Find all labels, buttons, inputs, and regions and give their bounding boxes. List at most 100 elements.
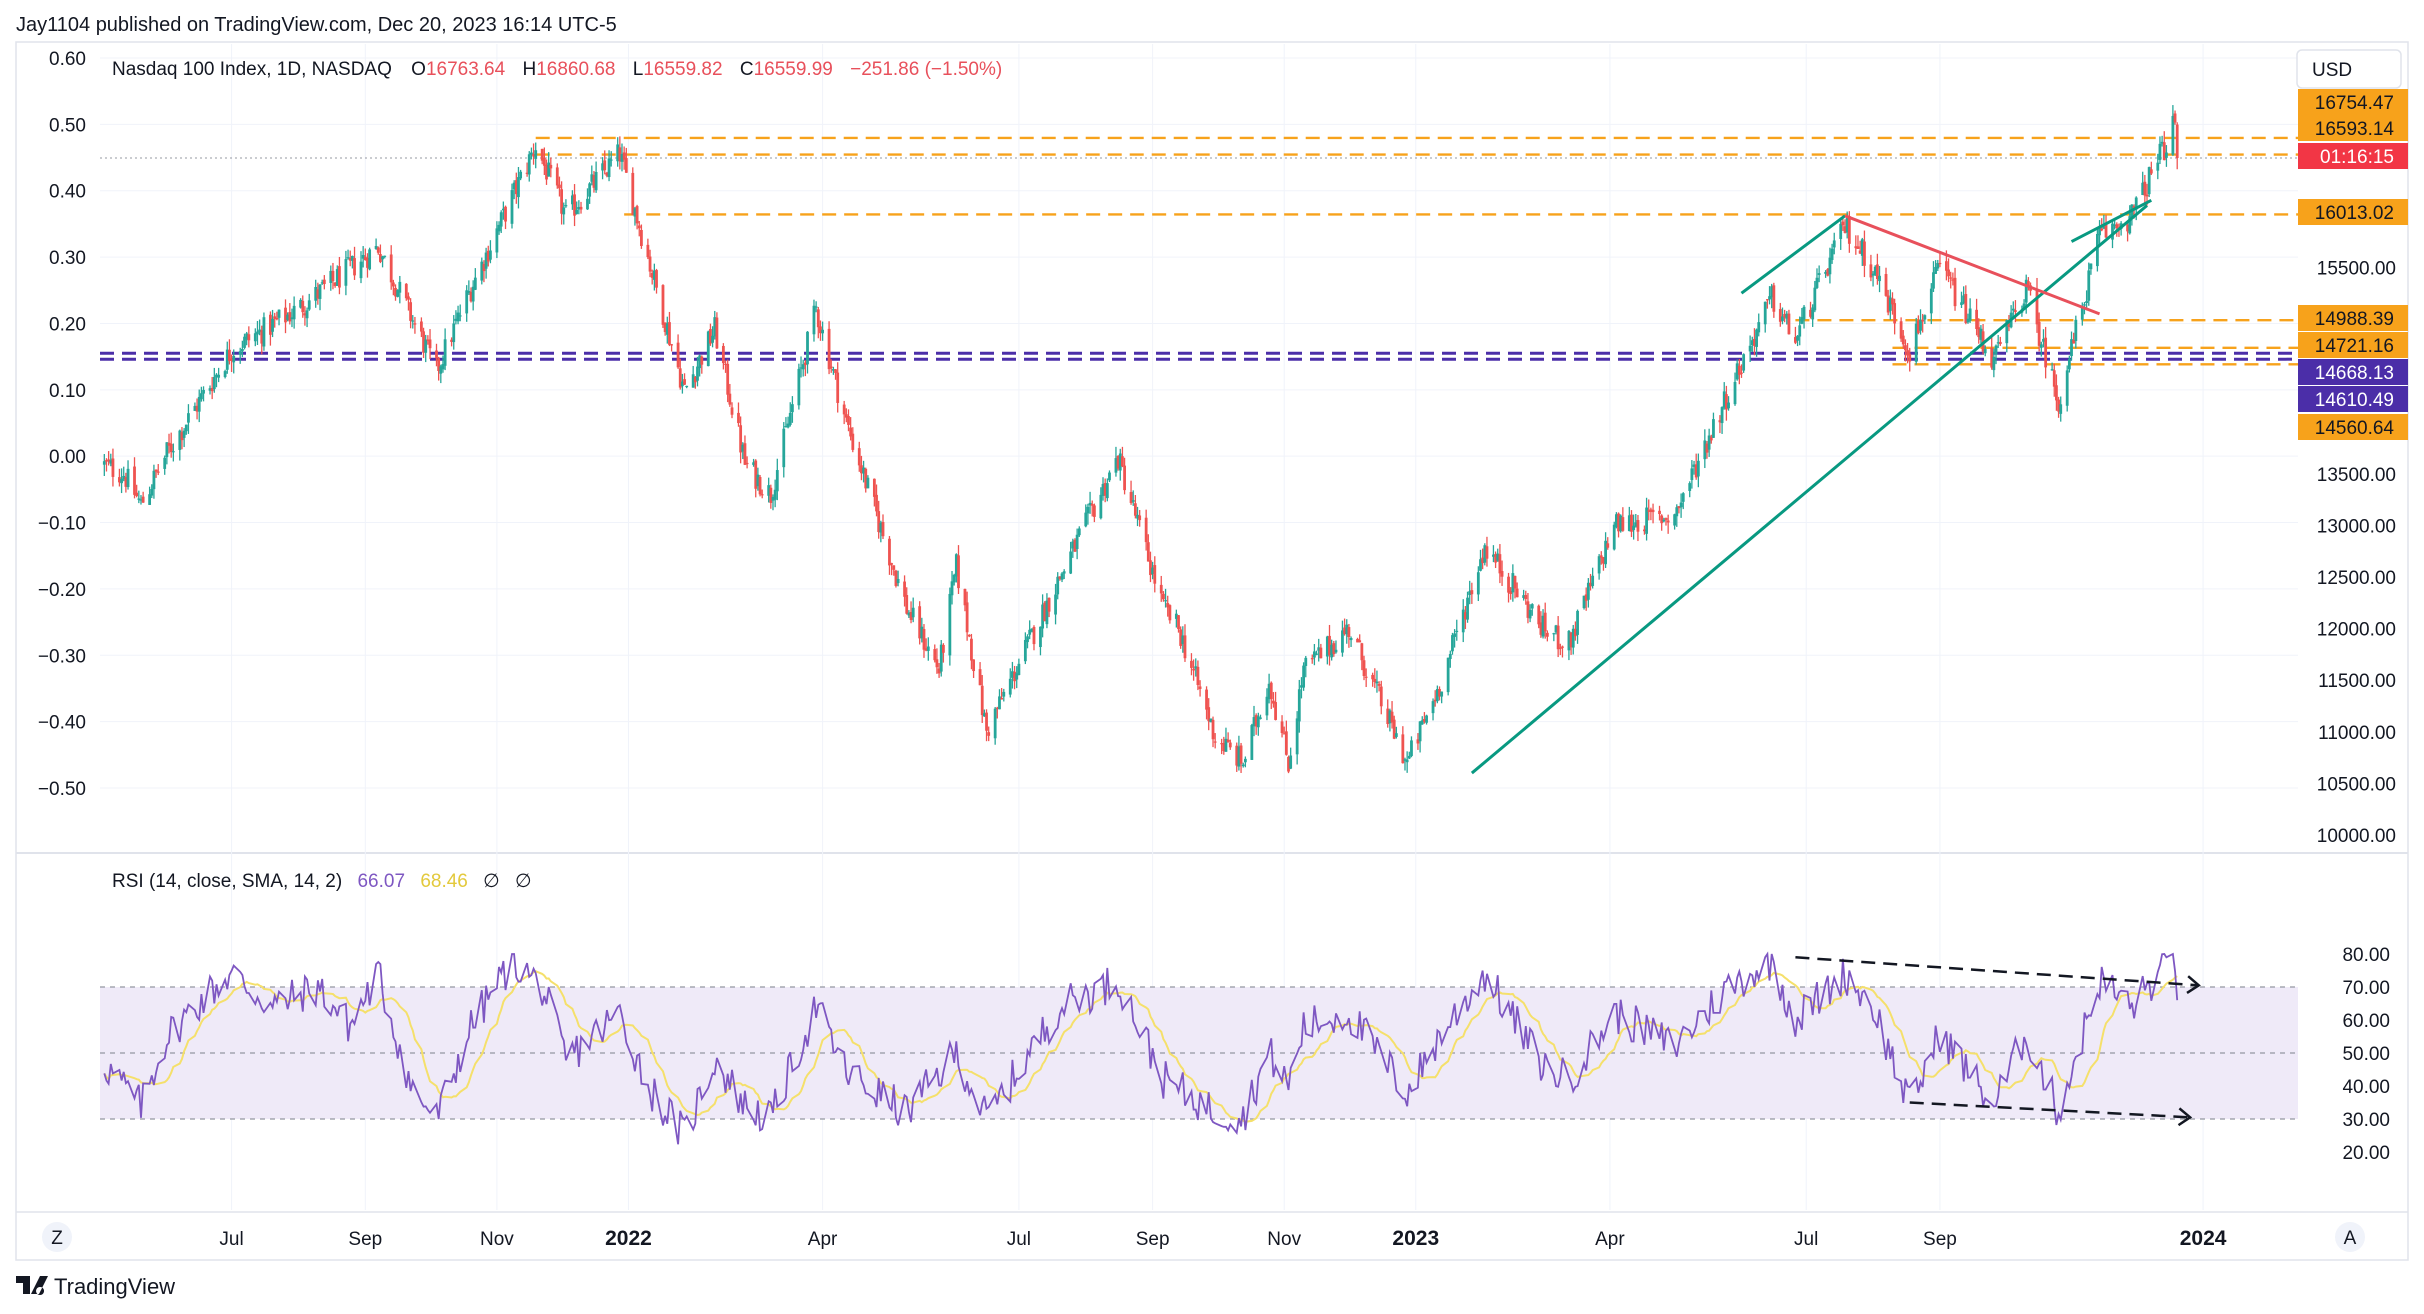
candle-body [301,300,305,313]
candle-body [594,171,598,191]
candle-body [228,349,231,361]
candle-body [1498,554,1502,574]
candle-body [178,430,182,450]
candle-body [652,270,656,280]
candle-body [1235,745,1239,766]
candle-body [1015,673,1019,680]
candle-body [1358,640,1362,643]
candle-body [905,595,909,614]
candle-body [1073,539,1077,552]
candle-body [1824,271,1828,274]
candle-body [1591,575,1595,586]
left-axis: 0.60 0.50 0.40 0.30 0.20 0.10 0.00 −0.10 −0.20 −0… [38,49,86,800]
candle-body [1707,435,1711,450]
rsi-tick-label: 50.00 [2342,1044,2390,1065]
candle-body [269,314,272,335]
candle-body [232,356,236,363]
candle-body [542,157,546,166]
candle-body [1133,503,1137,516]
candle-body [937,668,941,674]
candle-body [465,290,469,314]
candle-body [1541,615,1545,637]
left-tick-label: −0.30 [38,646,86,667]
candle-body [225,349,229,370]
candle-body [624,158,628,173]
candle-body [1964,293,1968,323]
candle-body [1841,221,1845,226]
candle-body [1220,743,1224,745]
candle-body [1345,624,1349,635]
auto-scale-button[interactable]: A [2335,1222,2365,1252]
candle-body [1030,628,1034,632]
candle-body [1190,660,1193,668]
candle-body [1891,298,1894,305]
candle-body [726,363,730,395]
candle-body [1028,629,1032,635]
candle-body [1632,525,1636,531]
candle-body [139,499,143,501]
candle-body [1418,721,1422,742]
candle-body [1556,625,1560,650]
candle-body [1319,647,1323,659]
candle-body [519,171,523,179]
candle-body [199,393,203,400]
candle-body [1325,636,1329,657]
candle-body [1334,649,1338,653]
candle-body [1205,689,1208,710]
zoom-button[interactable]: Z [42,1222,72,1252]
candle-body [1888,297,1892,311]
candle-body [1966,318,1970,323]
candle-body [952,574,956,583]
candle-body [2024,279,2028,303]
candle-body [525,172,529,174]
candle-body [2055,385,2058,401]
candle-body [1720,407,1724,424]
x-tick-label: Jul [1794,1229,1818,1250]
candle-body [368,249,372,270]
candle-body [1013,671,1016,682]
candle-body [2037,321,2041,346]
left-tick-label: −0.40 [38,713,86,734]
candle-body [2005,319,2009,344]
left-tick-label: 0.20 [49,314,86,335]
price-badge-label: 14721.16 [2315,336,2394,357]
candle-body [2095,233,2099,267]
candle-body [1101,483,1105,496]
candle-body [1800,317,1804,324]
candle-body [501,208,505,211]
candle-body [1453,633,1457,637]
candle-body [1023,639,1027,662]
visibility-icon-2[interactable]: ∅ [515,871,532,892]
candle-body [1755,329,1758,347]
price-labels: 16754.47 16593.14 01:16:15 16013.02 14988.39… [2298,89,2408,440]
candle-body [758,477,762,495]
candle-body [2134,197,2138,210]
tradingview-logo[interactable]: TradingView [16,1274,175,1299]
candle-body [665,323,669,335]
candle-body [1039,626,1042,648]
candle-body [193,405,197,411]
candle-body [1604,540,1607,565]
candle-body [1166,603,1170,608]
x-tick-label: Jul [219,1229,243,1250]
candle-body [1470,590,1474,595]
candle-body [1479,559,1482,571]
candle-body [1054,594,1057,615]
currency-button[interactable]: USD [2296,49,2402,89]
candle-body [2052,370,2056,387]
candle-body [2126,224,2129,232]
candle-body [829,366,833,368]
candle-body [534,150,538,159]
candle-body [223,371,227,378]
candle-body [2007,320,2011,327]
candle-body [428,339,432,349]
candle-body [305,310,309,319]
candle-body [1914,323,1918,362]
candle-body [864,468,868,489]
candle-body [939,644,943,672]
candle-body [331,270,335,282]
candle-body [1211,719,1215,740]
candle-body [1468,591,1472,595]
visibility-icon-1[interactable]: ∅ [483,871,500,892]
